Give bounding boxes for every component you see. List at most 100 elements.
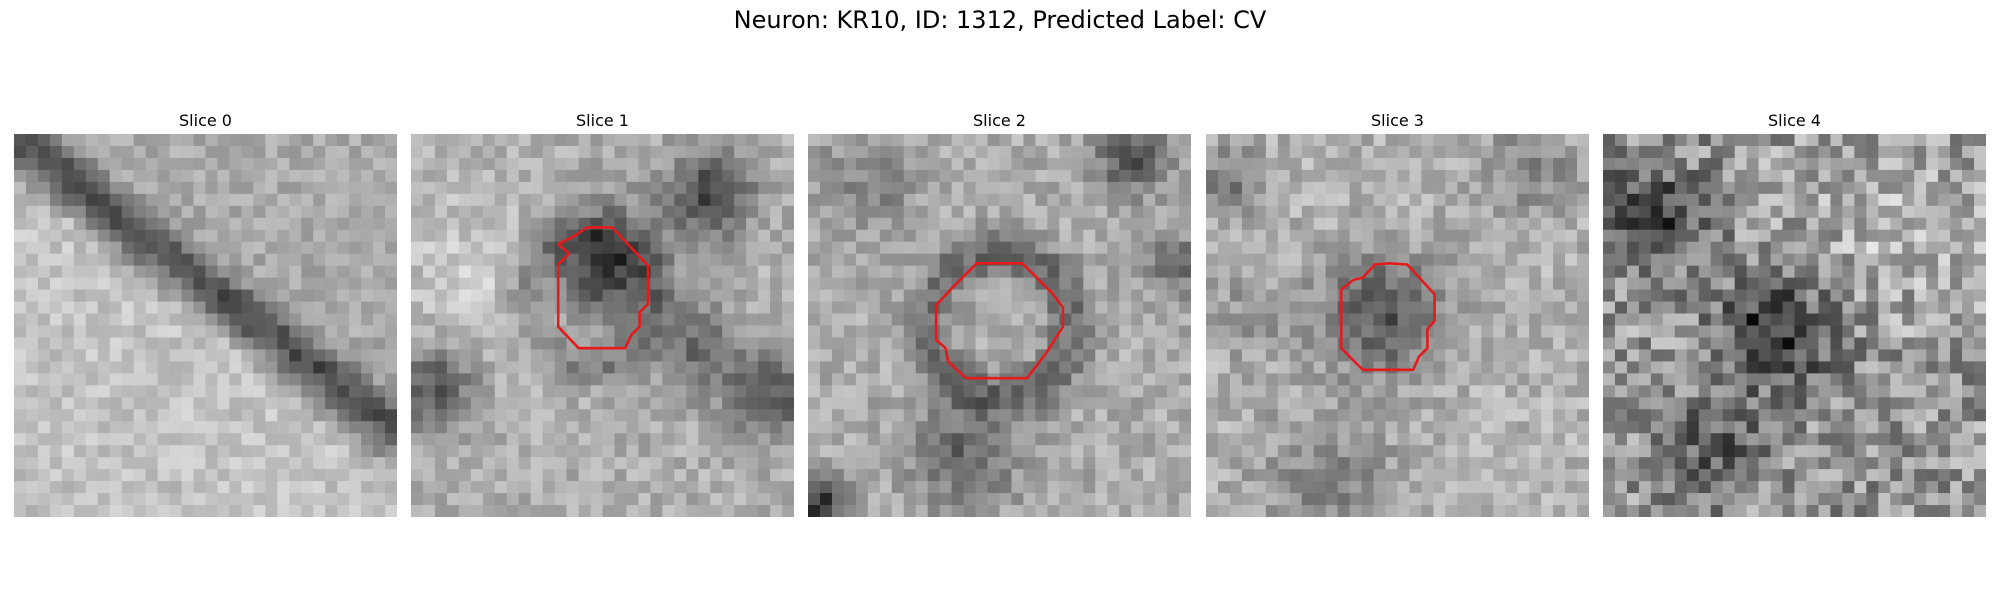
pixel-cell	[361, 373, 374, 386]
pixel-cell	[109, 241, 123, 255]
pixel-cell	[879, 493, 893, 506]
pixel-cell	[169, 241, 183, 255]
pixel-cell	[1758, 229, 1772, 243]
pixel-cell	[1517, 397, 1530, 410]
pixel-cell	[434, 505, 448, 517]
pixel-cell	[1469, 481, 1482, 494]
pixel-cell	[808, 217, 821, 231]
pixel-cell	[1217, 409, 1231, 422]
pixel-cell	[422, 481, 436, 494]
pixel-cell	[411, 193, 424, 207]
pixel-cell	[1325, 361, 1339, 374]
pixel-cell	[1866, 289, 1879, 303]
pixel-cell	[494, 313, 508, 327]
pixel-cell	[674, 505, 687, 517]
pixel-cell	[1325, 277, 1339, 291]
pixel-cell	[337, 277, 350, 291]
pixel-cell	[1794, 145, 1808, 159]
pixel-cell	[14, 301, 27, 315]
pixel-cell	[1167, 217, 1180, 231]
pixel-cell	[1565, 145, 1578, 159]
pixel-cell	[37, 289, 51, 303]
pixel-cell	[337, 409, 350, 422]
pixel-cell	[1011, 433, 1025, 446]
pixel-cell	[193, 157, 207, 171]
pixel-cell	[482, 217, 496, 231]
pixel-cell	[1131, 493, 1144, 506]
pixel-cell	[325, 265, 338, 279]
pixel-cell	[1071, 361, 1084, 374]
pixel-cell	[181, 253, 195, 267]
pixel-cell	[1686, 169, 1700, 183]
pixel-cell	[1143, 253, 1156, 267]
pixel-cell	[470, 397, 484, 410]
pixel-cell	[1830, 409, 1843, 422]
pixel-cell	[1974, 134, 1986, 147]
pixel-cell	[37, 505, 51, 517]
pixel-cell	[1603, 337, 1616, 351]
pixel-cell	[963, 145, 977, 159]
pixel-cell	[674, 385, 687, 398]
pixel-cell	[506, 445, 520, 458]
pixel-cell	[554, 229, 568, 243]
pixel-cell	[241, 505, 254, 517]
pixel-cell	[385, 481, 397, 494]
pixel-cell	[578, 265, 592, 279]
pixel-cell	[963, 193, 977, 207]
slice-panel-3: Slice 3	[1206, 108, 1589, 517]
pixel-cell	[843, 373, 857, 386]
pixel-cell	[422, 134, 436, 147]
pixel-cell	[758, 217, 771, 231]
pixel-cell	[758, 397, 771, 410]
pixel-cell	[1301, 289, 1315, 303]
pixel-cell	[1902, 134, 1915, 147]
pixel-cell	[494, 145, 508, 159]
pixel-cell	[1289, 349, 1303, 363]
pixel-cell	[542, 385, 556, 398]
pixel-cell	[241, 205, 254, 219]
pixel-cell	[1241, 289, 1255, 303]
pixel-cell	[650, 397, 663, 410]
pixel-cell	[37, 181, 51, 195]
pixel-cell	[1553, 457, 1566, 470]
pixel-cell	[626, 157, 640, 171]
pixel-cell	[361, 217, 374, 231]
pixel-cell	[1059, 493, 1072, 506]
pixel-cell	[325, 397, 338, 410]
pixel-cell	[121, 469, 135, 482]
pixel-cell	[1481, 349, 1494, 363]
pixel-cell	[1445, 373, 1458, 386]
pixel-cell	[1301, 433, 1315, 446]
pixel-cell	[1469, 289, 1482, 303]
pixel-cell	[1083, 481, 1096, 494]
pixel-cell	[1974, 241, 1986, 255]
pixel-cell	[1397, 289, 1411, 303]
pixel-cell	[1626, 373, 1640, 386]
pixel-cell	[1541, 445, 1554, 458]
pixel-cell	[1626, 193, 1640, 207]
pixel-cell	[662, 457, 675, 470]
pixel-cell	[1626, 134, 1640, 147]
pixel-cell	[337, 493, 350, 506]
pixel-cell	[1445, 349, 1458, 363]
pixel-cell	[181, 241, 195, 255]
pixel-cell	[650, 373, 663, 386]
pixel-cell	[698, 457, 711, 470]
pixel-cell	[1469, 217, 1482, 231]
pixel-cell	[1710, 265, 1724, 279]
pixel-cell	[1409, 181, 1423, 195]
pixel-cell	[626, 169, 640, 183]
pixel-cell	[1071, 337, 1084, 351]
pixel-cell	[722, 433, 735, 446]
pixel-cell	[939, 301, 953, 315]
pixel-cell	[1878, 313, 1891, 327]
pixel-cell	[265, 409, 278, 422]
pixel-cell	[927, 421, 941, 434]
pixel-cell	[109, 457, 123, 470]
pixel-cell	[662, 205, 675, 219]
pixel-cell	[770, 265, 783, 279]
pixel-cell	[361, 421, 374, 434]
pixel-cell	[14, 229, 27, 243]
pixel-cell	[277, 457, 290, 470]
pixel-cell	[662, 397, 675, 410]
